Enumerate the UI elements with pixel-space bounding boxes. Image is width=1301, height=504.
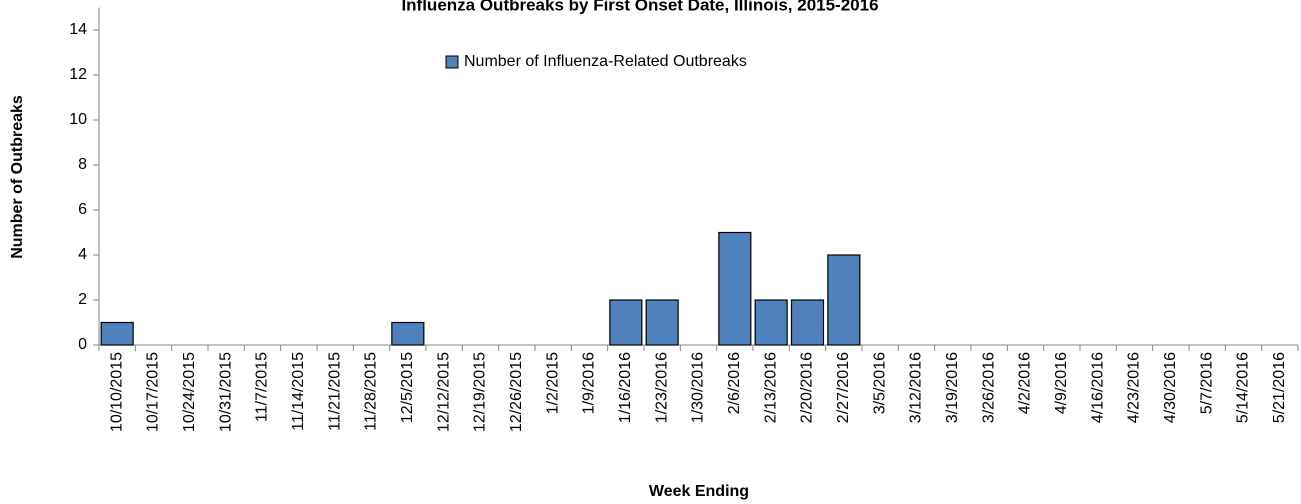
legend-label: Number of Influenza-Related Outbreaks: [464, 53, 747, 70]
bar: [827, 254, 861, 346]
x-tick-label: 2/20/2016: [799, 352, 816, 423]
x-tick-label: 4/2/2016: [1017, 352, 1034, 414]
bar: [609, 299, 643, 346]
x-tick-label: 1/9/2016: [581, 352, 598, 414]
x-tick-label: 3/12/2016: [908, 352, 925, 423]
y-tick-label: 10: [69, 111, 87, 128]
y-tick-label: 0: [78, 336, 87, 353]
bar: [391, 321, 425, 346]
chart-title: Influenza Outbreaks by First Onset Date,…: [401, 0, 878, 14]
x-tick-label: 3/19/2016: [944, 352, 961, 423]
x-tick-label: 11/7/2015: [254, 352, 271, 422]
x-tick-label: 2/6/2016: [726, 352, 743, 414]
y-tick-label: 8: [78, 156, 87, 173]
x-tick-label: 5/7/2016: [1198, 352, 1215, 414]
x-tick-label: 12/26/2015: [508, 352, 525, 432]
x-tick-label: 12/19/2015: [472, 352, 489, 432]
bar: [718, 231, 752, 346]
x-tick-label: 3/5/2016: [871, 352, 888, 414]
x-tick-label: 1/2/2015: [544, 352, 561, 414]
x-tick-label: 3/26/2016: [980, 352, 997, 423]
y-tick-label: 2: [78, 291, 87, 308]
x-tick-label: 10/10/2015: [108, 352, 125, 432]
x-tick-label: 4/23/2016: [1126, 352, 1143, 423]
x-tick-label: 5/21/2016: [1271, 352, 1288, 423]
legend-swatch: [445, 55, 459, 69]
x-tick-label: 4/9/2016: [1053, 352, 1070, 414]
x-tick-label: 4/30/2016: [1162, 352, 1179, 423]
x-tick-label: 1/16/2016: [617, 352, 634, 423]
y-tick-label: 12: [69, 66, 87, 83]
x-tick-label: 2/13/2016: [762, 352, 779, 423]
y-axis-title: Number of Outbreaks: [9, 95, 26, 259]
y-tick-label: 4: [78, 246, 87, 263]
bar: [790, 299, 825, 346]
x-tick-label: 1/30/2016: [690, 352, 707, 423]
y-tick-label: 14: [69, 21, 87, 38]
y-tick-label: 6: [78, 201, 87, 218]
bar: [754, 299, 788, 346]
x-tick-label: 12/12/2015: [435, 352, 452, 432]
x-axis-title: Week Ending: [649, 483, 749, 500]
x-tick-label: 10/17/2015: [145, 352, 162, 432]
x-tick-label: 12/5/2015: [399, 352, 416, 423]
x-tick-label: 4/16/2016: [1089, 352, 1106, 423]
bar: [645, 299, 679, 346]
x-tick-label: 1/23/2016: [653, 352, 670, 423]
bar: [100, 321, 134, 346]
x-tick-label: 11/21/2015: [326, 352, 343, 431]
x-tick-label: 2/27/2016: [835, 352, 852, 423]
x-tick-label: 10/31/2015: [217, 352, 234, 432]
x-tick-label: 11/14/2015: [290, 352, 307, 431]
x-tick-label: 11/28/2015: [363, 352, 380, 431]
x-tick-label: 10/24/2015: [181, 352, 198, 432]
x-tick-label: 5/14/2016: [1235, 352, 1252, 423]
